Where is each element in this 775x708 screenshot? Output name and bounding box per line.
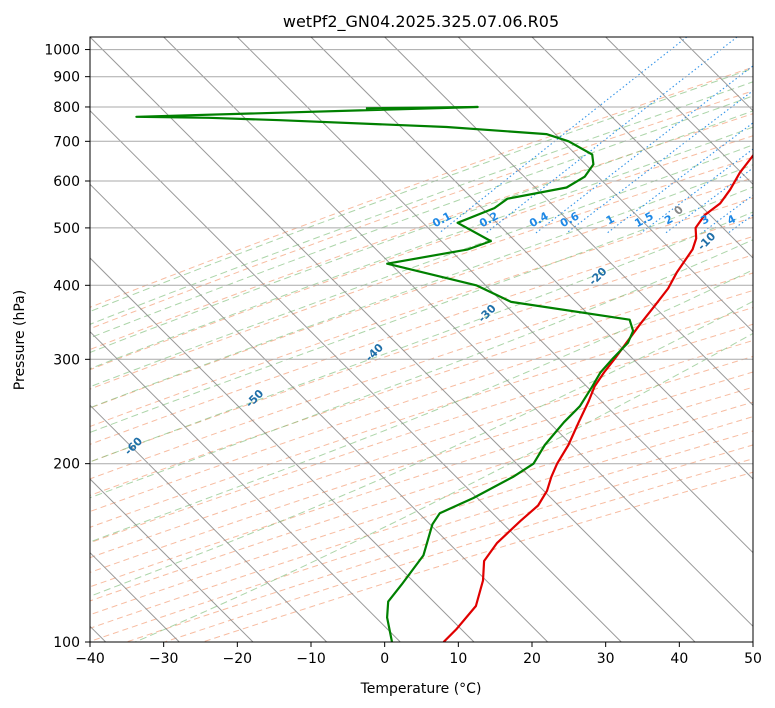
- x-tick-label: −40: [75, 651, 105, 667]
- isotherm-line: [163, 37, 753, 628]
- x-tick-label: −30: [149, 651, 179, 667]
- dry-adiabat-line: [90, 339, 753, 559]
- dry-adiabat-line: [90, 66, 753, 308]
- mixing-ratio-line: [535, 65, 753, 234]
- y-tick-label: 700: [53, 134, 80, 150]
- isotherm-line: [90, 257, 475, 642]
- dry-adiabat-line: [90, 386, 753, 602]
- isotherm-line: [605, 37, 753, 186]
- dewpoint-profile-line: [135, 105, 635, 642]
- y-tick-label: 300: [53, 352, 80, 368]
- moist-adiabat-line: [90, 110, 753, 354]
- y-tick-label: 100: [53, 635, 80, 651]
- y-tick-label: 800: [53, 100, 80, 116]
- x-tick-label: 20: [523, 651, 541, 667]
- temperature-profile-line: [442, 153, 753, 642]
- x-tick-label: 50: [744, 651, 762, 667]
- dry-adiabat-line: [90, 355, 753, 573]
- x-tick-label: −10: [296, 651, 326, 667]
- series-layer: [135, 105, 753, 642]
- y-axis-ticks: 100 200 300 400 500 600 700 800 900 1000: [44, 43, 90, 651]
- x-axis-ticks: −40 −30 −20 −10 0 10 20 30 40 50: [75, 642, 762, 667]
- isotherm-line: [90, 330, 401, 642]
- isotherm-line: [90, 183, 549, 642]
- y-tick-label: 400: [53, 278, 80, 294]
- background-reference-lines: [90, 37, 753, 642]
- isotherm-line: [90, 109, 622, 642]
- x-tick-label: 40: [670, 651, 688, 667]
- y-tick-label: 200: [53, 457, 80, 473]
- x-tick-label: 30: [597, 651, 615, 667]
- x-tick-label: −20: [223, 651, 253, 667]
- mixing-ratio-line: [606, 122, 753, 234]
- moist-adiabat-line: [90, 144, 753, 388]
- y-tick-label: 600: [53, 174, 80, 190]
- y-tick-label: 1000: [44, 43, 80, 59]
- moist-adiabat-line: [90, 67, 753, 313]
- isotherm-line: [90, 478, 254, 642]
- isotherm-line: [90, 404, 328, 642]
- x-tick-label: 10: [449, 651, 467, 667]
- moist-adiabat-line: [90, 95, 753, 339]
- x-axis-label: Temperature (°C): [360, 681, 482, 697]
- y-tick-label: 500: [53, 221, 80, 237]
- moist-adiabat-line: [90, 269, 753, 543]
- y-axis-label: Pressure (hPa): [12, 290, 28, 390]
- plot-frame: [89, 36, 754, 643]
- dry-adiabat-line: [90, 177, 753, 409]
- dry-adiabat-line: [90, 307, 753, 528]
- dry-adiabat-line: [90, 289, 753, 513]
- mixing-ratio-line: [438, 37, 688, 234]
- moist-adiabat-line: [135, 332, 753, 642]
- chart-title: wetPf2_GN04.2025.325.07.06.R05: [283, 12, 559, 32]
- y-tick-label: 900: [53, 70, 80, 86]
- isotherm-line: [310, 37, 753, 480]
- moist-adiabat-line: [90, 164, 753, 409]
- isotherm-line: [531, 37, 753, 259]
- moist-adiabat-line: [90, 186, 753, 433]
- dry-adiabat-line: [90, 254, 753, 480]
- mixing-ratio-line: [566, 90, 753, 234]
- dry-adiabat-line: [90, 156, 753, 390]
- x-tick-label: 0: [380, 651, 389, 667]
- isotherm-line: [90, 37, 696, 642]
- isotherm-line: [384, 37, 753, 407]
- isotherm-line: [236, 37, 753, 554]
- dry-adiabat-line: [90, 197, 753, 428]
